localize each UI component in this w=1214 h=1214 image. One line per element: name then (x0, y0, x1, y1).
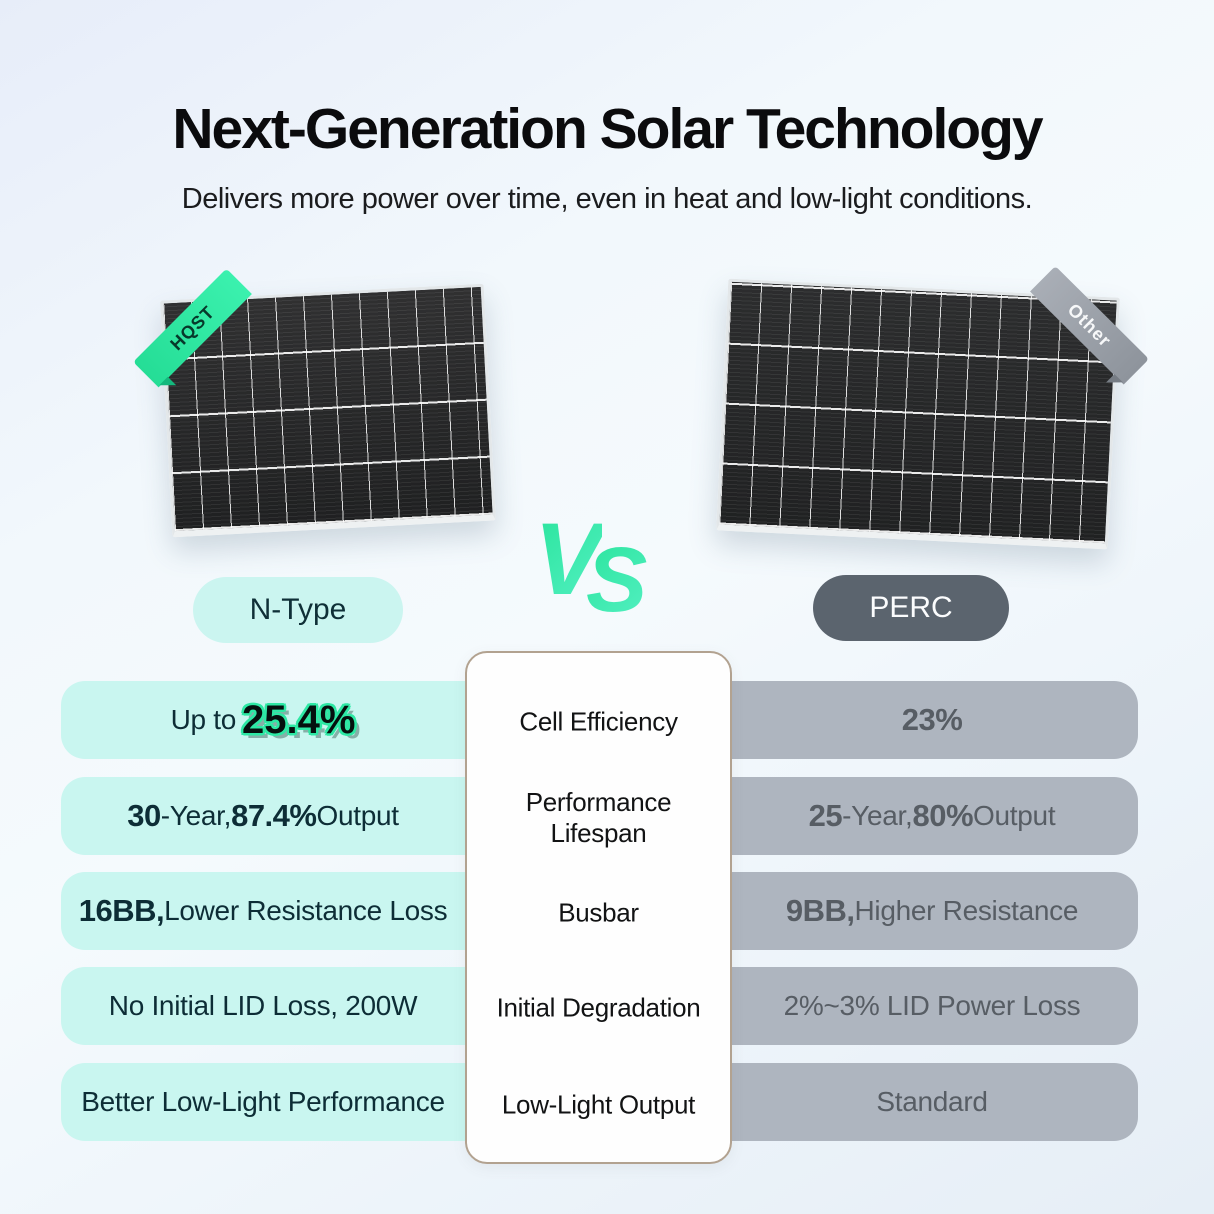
feature-lowlight-output: Low-Light Output (501, 1089, 696, 1120)
highlight-value: 25.4% (242, 697, 356, 742)
feature-busbar: Busbar (558, 897, 639, 928)
perc-cell-busbar: 9BB, Higher Resistance (726, 872, 1138, 950)
cell-text: Standard (876, 1086, 988, 1117)
ntype-solar-panel-image: HQST (133, 268, 496, 538)
feature-initial-degradation: Initial Degradation (496, 992, 701, 1023)
cell-text: 25 (808, 798, 843, 833)
other-ribbon-label: Other (1064, 299, 1116, 351)
feature-performance-lifespan: Performance Lifespan (525, 786, 672, 848)
perc-pill-label: PERC (869, 591, 953, 624)
cell-text: 9BB, (785, 893, 855, 928)
feature-cell-efficiency: Cell Efficiency (519, 706, 678, 737)
ntype-cell-lifespan: 30 -Year, 87.4% Output (61, 777, 465, 855)
ntype-cell-degradation: No Initial LID Loss, 200W (61, 967, 465, 1045)
cell-text: 16BB, (78, 893, 165, 928)
perc-column-pill: PERC (813, 575, 1009, 641)
cell-text: 87.4% (231, 798, 317, 833)
brand-ribbon-label: HQST (165, 301, 219, 354)
cell-text: 23% (901, 702, 963, 737)
ribbon-fold (159, 376, 177, 394)
feature-label-card: Cell Efficiency Performance Lifespan Bus… (465, 651, 732, 1164)
vs-letter-v: V (534, 502, 603, 616)
page-subtitle: Delivers more power over time, even in h… (181, 183, 1033, 215)
cell-text: 2%~3% LID Power Loss (783, 990, 1081, 1021)
cell-text: Lower Resistance Loss (164, 895, 448, 926)
other-corner-ribbon: Other (1030, 265, 1150, 391)
ntype-pill-label: N-Type (249, 593, 347, 626)
page-title: Next-Generation Solar Technology (172, 97, 1043, 161)
cell-text: Output (973, 800, 1056, 831)
ribbon-fold (1106, 373, 1123, 391)
vs-graphic: V S (534, 502, 664, 626)
cell-text: Output (316, 800, 399, 831)
ntype-cell-busbar: 16BB, Lower Resistance Loss (61, 872, 465, 950)
cell-text: -Year, (160, 800, 232, 831)
perc-cell-degradation: 2%~3% LID Power Loss (726, 967, 1138, 1045)
cell-text: Up to (170, 704, 237, 735)
perc-cell-efficiency: 23% (726, 681, 1138, 759)
perc-cell-lowlight: Standard (726, 1063, 1138, 1141)
cell-text: 30 (127, 798, 161, 833)
perc-cell-lifespan: 25 -Year, 80% Output (726, 777, 1138, 855)
vs-letter-s: S (586, 529, 648, 631)
cell-text: No Initial LID Loss, 200W (108, 990, 418, 1021)
brand-corner-ribbon: HQST (133, 268, 252, 394)
cell-text: Higher Resistance (854, 895, 1079, 926)
cell-text: Better Low-Light Performance (81, 1086, 445, 1117)
ntype-cell-efficiency: Up to 25.4% (61, 681, 465, 759)
ntype-column-pill: N-Type (193, 577, 403, 643)
cell-text: 80% (912, 798, 974, 833)
ntype-cell-lowlight: Better Low-Light Performance (61, 1063, 465, 1141)
cell-text: -Year, (842, 800, 913, 831)
perc-solar-panel-image: Other (716, 265, 1150, 550)
